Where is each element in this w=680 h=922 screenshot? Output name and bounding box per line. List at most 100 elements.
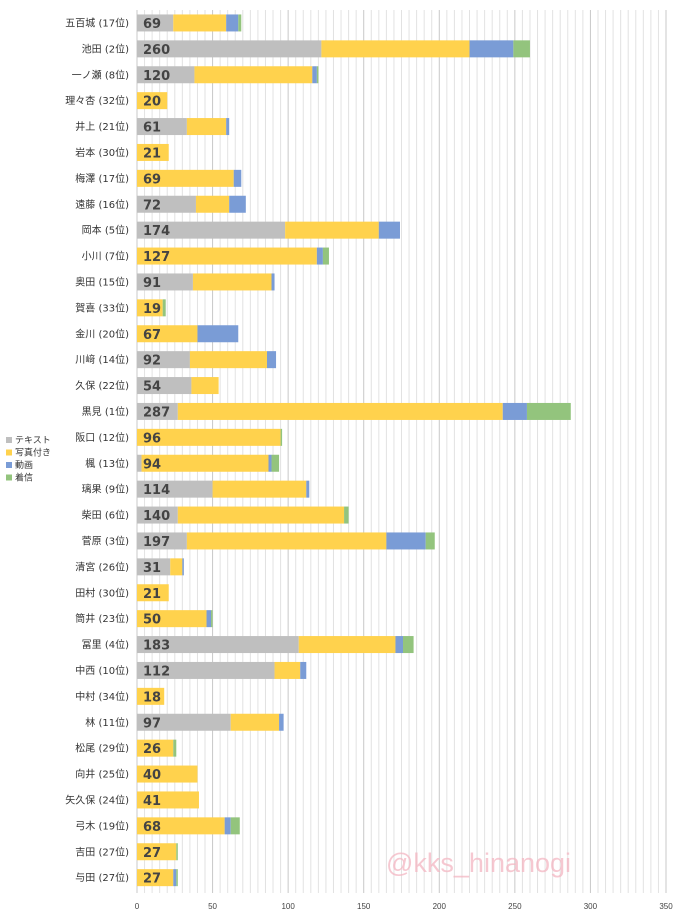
category-label: 与田 (27位): [75, 871, 129, 884]
total-label: 68: [143, 820, 161, 835]
bar-segment: [322, 247, 329, 265]
total-label: 26: [143, 742, 161, 757]
bar-segment: [137, 377, 192, 395]
category-label: 岡本 (5位): [82, 224, 129, 237]
bar-segment: [226, 14, 239, 32]
bar-segment: [186, 532, 387, 550]
bar-segment: [176, 869, 178, 887]
x-tick-label: 0: [135, 902, 140, 911]
bar-segment: [137, 221, 286, 239]
category-label: 吉田 (27位): [75, 845, 129, 858]
bar-segment: [238, 14, 242, 32]
total-label: 69: [143, 172, 161, 187]
category-label: 田村 (30位): [75, 586, 129, 599]
bar-segment: [230, 713, 280, 731]
bar-segment: [137, 869, 174, 887]
bar-segment: [300, 661, 307, 679]
total-label: 94: [143, 457, 161, 472]
bar-segment: [176, 843, 178, 861]
bar-segment: [137, 687, 165, 705]
total-label: 21: [143, 146, 161, 161]
total-label: 27: [143, 872, 161, 887]
bar-segment: [137, 584, 169, 602]
legend-swatch: [6, 437, 12, 443]
bar-segment: [197, 325, 239, 343]
total-label: 18: [143, 690, 161, 705]
total-label: 140: [143, 509, 170, 524]
total-label: 114: [143, 483, 170, 498]
bar-segment: [137, 169, 234, 187]
category-labels: 五百城 (17位) 池田 (2位) 一ノ瀬 (8位) 理々杏 (32位) 井上 (21位…: [65, 16, 129, 884]
bar-segment: [212, 480, 307, 498]
total-label: 92: [143, 354, 161, 369]
bar-segment: [137, 765, 198, 783]
bar-segment: [378, 221, 400, 239]
total-label: 69: [143, 17, 161, 32]
total-label: 197: [143, 535, 170, 550]
bar-segment: [170, 558, 183, 576]
bar-segment: [526, 402, 571, 420]
category-label: 黒見 (1位): [82, 405, 129, 418]
total-label: 40: [143, 768, 161, 783]
legend-swatch: [6, 462, 12, 468]
bar-segment: [137, 325, 198, 343]
bar-segment: [137, 843, 177, 861]
total-label: 91: [143, 276, 161, 291]
bar-segment: [173, 739, 177, 757]
bar-segment: [344, 506, 349, 524]
bar-segment: [141, 454, 269, 472]
total-label: 174: [143, 224, 170, 239]
bar-segment: [268, 454, 272, 472]
total-labels: 69 260 120 20 61 21 69 72 174 127 91 19 67 92 54 287 96 9…: [143, 17, 170, 887]
bar-segment: [137, 195, 196, 213]
bar-segment: [425, 532, 435, 550]
total-label: 61: [143, 121, 161, 136]
bar-segment: [386, 532, 426, 550]
bar-segment: [137, 351, 190, 369]
total-label: 120: [143, 69, 170, 84]
bar-segment: [316, 247, 323, 265]
bar-segment: [137, 247, 317, 265]
category-label: 弓木 (19位): [75, 819, 129, 832]
bar-segment: [137, 739, 174, 757]
bar-segment: [312, 66, 317, 84]
total-label: 19: [143, 302, 161, 317]
category-label: 一ノ瀬 (8位): [72, 68, 129, 81]
total-label: 72: [143, 198, 161, 213]
bar-segment: [298, 636, 396, 654]
category-label: 中西 (10位): [75, 664, 129, 677]
legend-label: 着信: [15, 472, 33, 484]
gridlines: [136, 10, 667, 893]
bar-segment: [137, 817, 225, 835]
category-label: 菅原 (3位): [82, 534, 129, 547]
bar-segment: [137, 66, 195, 84]
bar-segment: [279, 713, 284, 731]
bar-segment: [137, 92, 168, 110]
category-label: 小川 (7位): [82, 250, 129, 263]
bar-segment: [137, 454, 142, 472]
category-label: 岩本 (30位): [75, 146, 129, 159]
total-label: 112: [143, 664, 170, 679]
bar-segment: [137, 636, 299, 654]
bar-segment: [395, 636, 404, 654]
total-label: 96: [143, 431, 161, 446]
bar-segment: [285, 221, 379, 239]
total-label: 287: [143, 405, 170, 420]
bar-segment: [191, 377, 219, 395]
bar-segment: [306, 480, 310, 498]
category-label: 松尾 (29位): [75, 742, 129, 755]
total-label: 21: [143, 587, 161, 602]
bar-segment: [162, 299, 166, 317]
category-label: 冨里 (4位): [82, 638, 129, 651]
bar-segment: [266, 351, 277, 369]
bar-segment: [194, 66, 313, 84]
bar-segment: [137, 713, 231, 731]
category-label: 阪口 (12位): [75, 431, 129, 444]
bar-segment: [137, 402, 178, 420]
bar-segment: [206, 610, 212, 628]
category-label: 矢久保 (24位): [65, 793, 129, 806]
category-label: 林 (11位): [85, 716, 129, 729]
total-label: 127: [143, 250, 170, 265]
